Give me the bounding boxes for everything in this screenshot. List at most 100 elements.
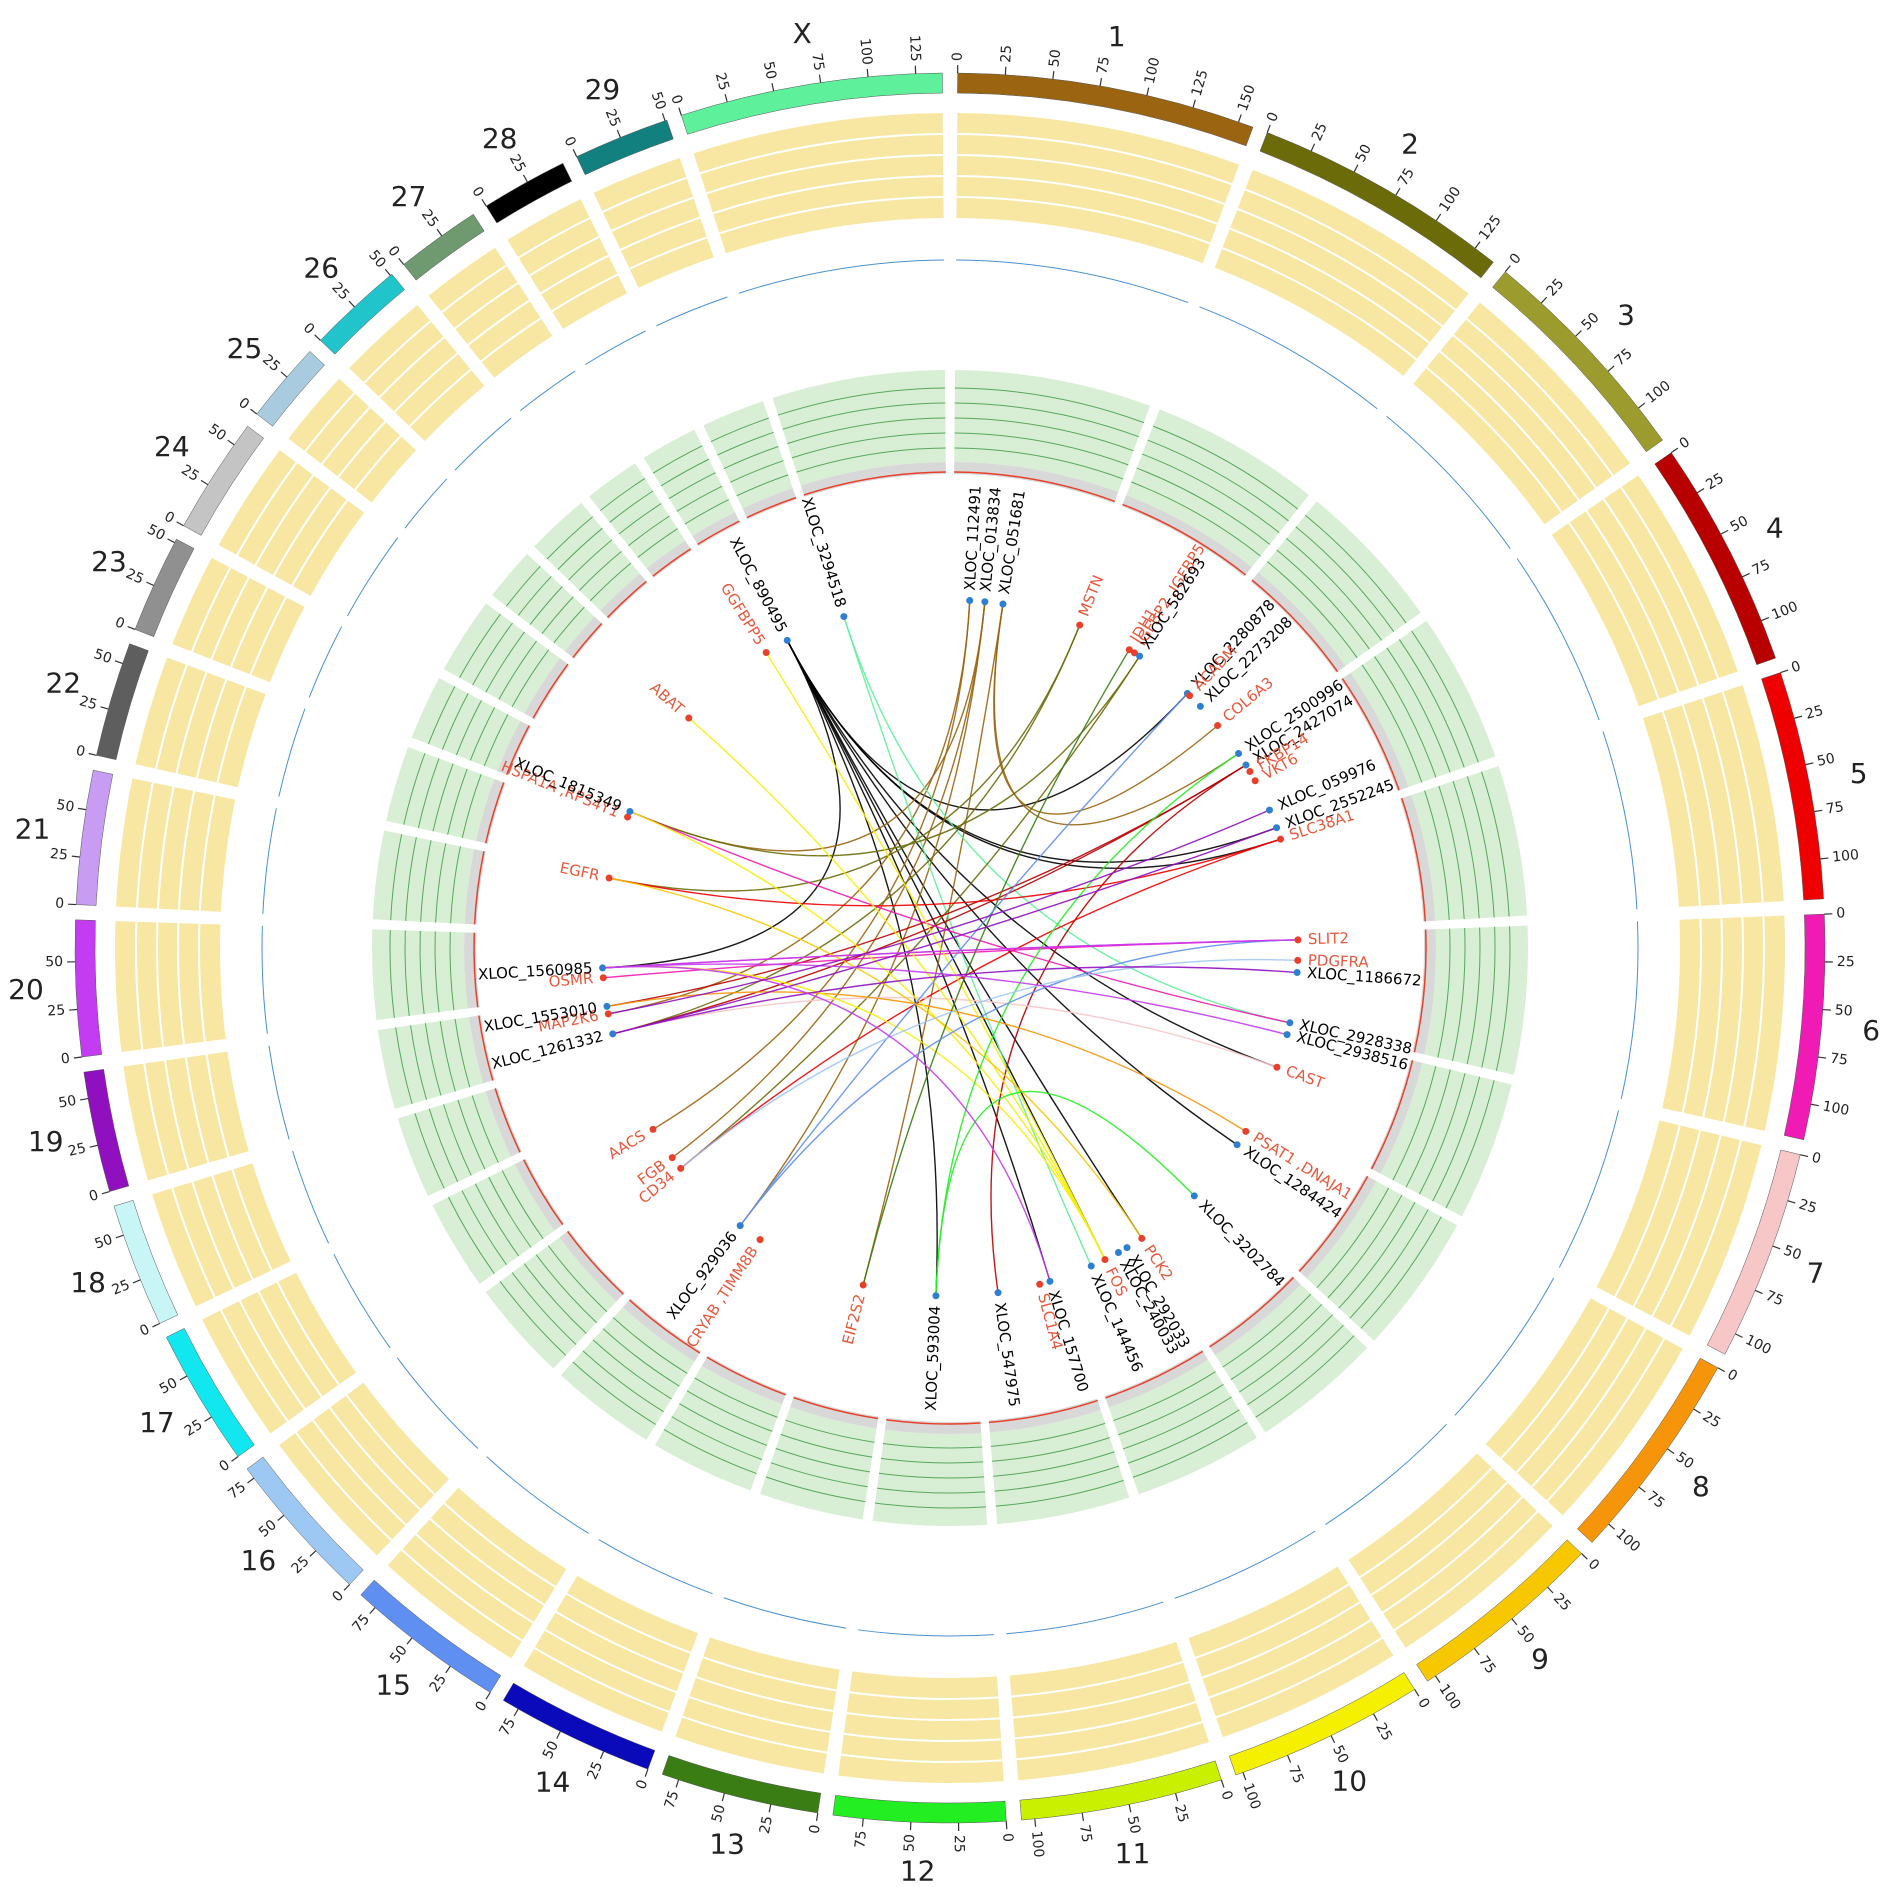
tick-label: 50 [57,1093,77,1112]
gene-anchor [1286,1019,1294,1027]
tick-label: 75 [1825,799,1845,818]
chromosome [96,643,149,760]
scatter-base-band [497,720,531,776]
chromosome [957,72,1254,147]
tick-mark [861,1818,864,1827]
heatmap-row-sep [688,1695,831,1733]
scatter-grid [787,417,946,445]
heatmap-track-bg [1009,1642,1209,1781]
tick-mark [115,1234,124,1239]
heatmap-row-sep [1515,1317,1629,1474]
tick-mark [73,1056,82,1059]
tick-mark [644,1768,649,1777]
histogram-baseline [1386,415,1511,549]
scatter-track-bg [643,429,735,536]
tick-label: 50 [1329,1743,1351,1766]
tick-mark [436,228,443,237]
tick-mark [1780,669,1789,674]
heatmap-row-sep [840,1753,1003,1763]
gene-anchor [1246,767,1254,775]
tick-mark [398,257,405,265]
tick-mark [1395,187,1401,196]
histogram-baseline [1558,1110,1620,1268]
scatter-grid [878,1472,985,1479]
chromosome [1654,452,1776,666]
tick-mark [724,93,728,103]
scatter-grid [876,1487,986,1494]
scatter-base-band [646,540,692,578]
tick-mark [1330,1735,1336,1744]
heatmap-row-sep [956,196,1211,245]
gene-label: SLIT2 [1308,929,1349,948]
histogram-baseline [262,808,277,914]
heatmap-row-sep [846,1712,1000,1721]
heatmap-row-sep [1531,1327,1647,1488]
tick-label: 25 [1372,1720,1395,1743]
histogram-baseline [1454,1277,1555,1416]
scatter-base-line [988,1399,1098,1424]
scatter-grid [1451,928,1466,1061]
scatter-grid [501,1170,544,1239]
scatter-grid [954,402,1139,438]
chromosome [183,425,265,536]
heatmap-track-bg [1662,915,1785,1132]
chromosome-label: 10 [1331,1764,1367,1797]
chromosome [576,119,674,176]
tick-mark [481,198,487,207]
histogram-baseline [656,296,728,327]
link [863,606,1004,1283]
scatter-grid [1141,453,1280,533]
heatmap-row-sep [454,282,519,330]
scatter-grid [535,1254,597,1323]
link [844,619,1091,1264]
scatter-grid [723,446,779,470]
tick-mark [309,1550,317,1557]
scatter-base-line [523,1159,564,1226]
scatter-base-line [746,496,797,519]
heatmap-row-sep [249,596,287,675]
scatter-grid [443,1104,472,1176]
tick-label: 0 [60,1051,71,1068]
tick-label: 25 [712,71,732,92]
scatter-grid [602,1328,680,1387]
tick-mark [815,1812,819,1821]
scatter-grid [883,1443,983,1449]
tick-label: 25 [77,693,99,713]
tick-mark [200,479,209,486]
scatter-base-line [1413,929,1427,1053]
tick-mark [1787,1200,1796,1204]
scatter-base-band [564,616,604,659]
scatter-track-bg [397,1091,512,1197]
scatter-grid [447,768,468,835]
link [611,627,1080,892]
tick-mark [1473,1648,1480,1656]
tick-label: 25 [584,1759,606,1782]
scatter-grid [404,930,410,1016]
heatmap-row-sep [544,1629,677,1694]
scatter-base-line [478,1015,494,1081]
tick-mark [1287,1755,1292,1763]
heatmap-row-sep [843,1732,1002,1742]
heatmap-row-sep [849,1691,999,1700]
heatmap-row-sep [719,196,944,235]
scatter-grid [1238,1314,1333,1393]
tick-mark [1242,1772,1247,1781]
tick-mark [1128,1804,1132,1813]
heatmap-row-sep [198,923,206,1042]
tick-mark [1192,99,1196,108]
gene-anchor [762,649,770,657]
histogram-baseline [1006,1601,1164,1635]
chromosome-label: 7 [1807,1256,1825,1289]
chromosome-label: 19 [28,1125,64,1158]
scatter-track-bg [759,1406,877,1520]
scatter-grid [1127,1409,1240,1464]
scatter-grid [612,1317,688,1374]
tick-mark [866,68,869,77]
heatmap-row-sep [175,671,208,774]
scatter-grid [1247,1324,1344,1406]
scatter-grid [572,1361,657,1425]
scatter-grid [1327,1194,1403,1299]
gene-anchor [599,964,607,972]
chromosome [75,769,114,906]
heatmap-row-sep [291,499,348,587]
